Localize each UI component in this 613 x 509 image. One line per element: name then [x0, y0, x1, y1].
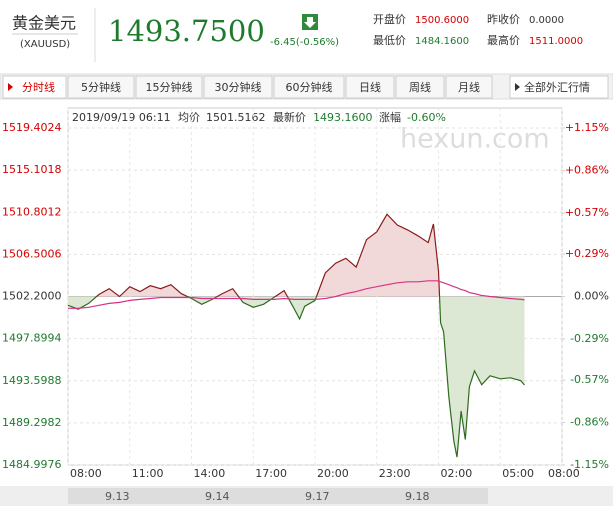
stat-label: 开盘价: [373, 12, 406, 26]
x-tick-label: 08:00: [70, 467, 102, 480]
tab-label: 30分钟线: [215, 80, 262, 94]
tab[interactable]: 月线: [445, 75, 493, 99]
y2-tick-label: +0.86%: [565, 163, 609, 176]
x-tick-label: 05:00: [502, 467, 534, 480]
tab[interactable]: 周线: [395, 75, 445, 99]
tab-label: 全部外汇行情: [524, 80, 590, 94]
y2-tick-label: +0.29%: [565, 247, 609, 260]
stat-value: 1500.6000: [415, 15, 469, 26]
tab-box: [135, 75, 203, 99]
stat-value: 1484.1600: [415, 36, 469, 47]
y-tick-label: 1489.2982: [2, 416, 62, 429]
tab[interactable]: 15分钟线: [135, 75, 203, 99]
tab-label: 5分钟线: [81, 80, 121, 94]
info-avg: 1501.5162: [206, 111, 266, 124]
y-tick-label: 1519.4024: [2, 121, 62, 134]
asset-name: 黄金美元: [12, 14, 76, 33]
tab[interactable]: 5分钟线: [67, 75, 135, 99]
tab-label: 周线: [409, 80, 431, 94]
tab-label: 分时线: [22, 80, 55, 94]
x-tick-label: 20:00: [317, 467, 349, 480]
tab-box: [2, 75, 67, 99]
y-tick-label: 1497.8994: [2, 332, 62, 345]
x-tick-label: 11:00: [132, 467, 164, 480]
stat-label: 最低价: [373, 34, 406, 47]
tab-box: [273, 75, 345, 99]
tab-box: [345, 75, 395, 99]
x-tick-label: 14:00: [194, 467, 226, 480]
date-label: 9.13: [105, 490, 130, 503]
y2-tick-label: -0.29%: [570, 332, 609, 345]
tab[interactable]: 日线: [345, 75, 395, 99]
tab-box: [67, 75, 135, 99]
x-tick-label: 08:00: [548, 467, 580, 480]
tab[interactable]: 分时线: [2, 75, 67, 99]
tab-label: 15分钟线: [146, 80, 193, 94]
tab[interactable]: 全部外汇行情: [509, 75, 609, 99]
tab-box: [509, 75, 609, 99]
date-label: 9.14: [205, 490, 230, 503]
y2-tick-label: 0.00%: [574, 290, 609, 303]
plot-frame: [67, 107, 563, 466]
stat-value: 0.0000: [529, 15, 564, 26]
date-label: 9.17: [305, 490, 330, 503]
date-label: 9.18: [405, 490, 430, 503]
x-tick-label: 17:00: [255, 467, 287, 480]
down-icon: [302, 14, 318, 30]
price-area: [68, 214, 525, 458]
info-chg: -0.60%: [407, 111, 446, 124]
asset-code: (XAUUSD): [20, 39, 70, 50]
tab-box: [395, 75, 445, 99]
watermark: hexun.com: [400, 124, 550, 155]
stat-label: 最高价: [487, 33, 520, 47]
change: -6.45(-0.56%): [270, 37, 339, 48]
tab-box: [445, 75, 493, 99]
tab-label: 日线: [359, 80, 381, 94]
tab[interactable]: 30分钟线: [203, 75, 273, 99]
info-last: 1493.1600: [313, 111, 373, 124]
y-tick-label: 1493.5988: [2, 374, 62, 387]
tab-box: [203, 75, 273, 99]
x-tick-label: 02:00: [441, 467, 473, 480]
tab-arrow: [515, 83, 520, 91]
stat-value: 1511.0000: [529, 36, 583, 47]
tab-active-mark: [8, 83, 13, 91]
info-last-label: 最新价: [273, 110, 306, 124]
y2-tick-label: +1.15%: [565, 121, 609, 134]
info-avg-label: 均价: [178, 111, 200, 124]
y-tick-label: 1510.8012: [2, 205, 62, 218]
x-tick-label: 23:00: [379, 467, 411, 480]
info-chg-label: 涨幅: [379, 111, 401, 124]
y-tick-label: 1484.9976: [2, 458, 62, 471]
y2-tick-label: +0.57%: [565, 206, 609, 219]
price: 1493.7500: [108, 14, 265, 48]
average-line: [68, 280, 525, 309]
datetime: 2019/09/19 06:11: [72, 111, 171, 124]
tab-label: 60分钟线: [286, 80, 333, 94]
tab[interactable]: 60分钟线: [273, 75, 345, 99]
y-tick-label: 1515.1018: [2, 163, 62, 176]
y2-tick-label: -1.15%: [570, 458, 609, 471]
y-tick-label: 1502.2000: [2, 290, 62, 303]
y2-tick-label: -0.57%: [570, 373, 609, 386]
y2-tick-label: -0.86%: [570, 416, 609, 429]
tab-label: 月线: [458, 80, 480, 94]
price-line: [67, 213, 525, 458]
stat-label: 昨收价: [487, 12, 520, 26]
y-tick-label: 1506.5006: [2, 247, 62, 260]
